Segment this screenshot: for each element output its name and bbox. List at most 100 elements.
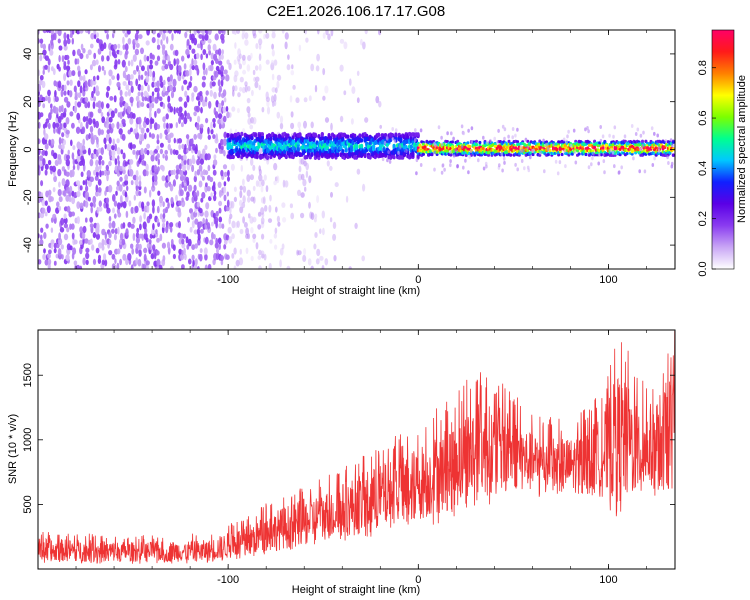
y-tick-label: 1500: [22, 363, 34, 387]
spectrogram-cell: [76, 58, 80, 65]
spectrogram-cell: [290, 212, 295, 220]
spectrogram-cell: [177, 154, 182, 160]
spectrogram-cell: [151, 30, 156, 35]
spectrogram-cell: [156, 258, 161, 267]
spectrogram-cell: [252, 216, 257, 223]
spectrogram-cell: [92, 118, 96, 125]
spectrogram-cell: [124, 161, 128, 167]
spectrogram-cell: [158, 96, 163, 102]
spectrogram-cell: [612, 134, 615, 139]
spectrogram-cell: [84, 101, 89, 109]
spectrogram-cell: [154, 148, 158, 154]
spectrogram-cell: [53, 127, 56, 134]
spectrogram-cell: [119, 89, 123, 97]
spectrogram-cell: [433, 141, 436, 146]
spectrogram-cell: [217, 118, 222, 125]
spectrogram-cell: [650, 126, 654, 131]
spectrogram-cell: [205, 67, 208, 76]
spectrogram-cell: [90, 132, 94, 140]
spectrogram-cell: [88, 133, 91, 140]
spectrogram-cell: [205, 202, 210, 210]
spectrogram-cell: [58, 45, 63, 51]
spectrogram-cell: [514, 133, 517, 138]
spectrogram-cell: [38, 164, 41, 171]
spectrogram-cell: [160, 81, 164, 88]
spectrogram-cell: [65, 54, 70, 61]
spectrogram-cell: [145, 237, 149, 243]
spectrogram-cell: [45, 118, 50, 124]
spectrogram-cell: [111, 123, 115, 129]
spectrogram-cell: [178, 237, 183, 245]
spectrogram-cell: [172, 78, 177, 87]
spectrogram-cell: [270, 95, 275, 103]
spectrogram-cell: [65, 254, 70, 262]
spectrogram-cell: [71, 122, 75, 129]
spectrogram-cell: [207, 164, 211, 172]
spectrogram-cell: [162, 201, 165, 208]
spectrogram-cell: [670, 161, 674, 166]
spectrogram-cell: [223, 181, 227, 187]
spectrogram-cell: [86, 170, 92, 178]
spectrogram-cell: [54, 90, 57, 98]
spectrogram-cell: [188, 258, 192, 265]
spectrogram-cell: [225, 254, 230, 260]
spectrogram-cell: [175, 149, 179, 156]
spectrogram-cell: [263, 253, 267, 261]
spectrogram-cell: [375, 95, 380, 104]
spectrogram-cell: [562, 137, 566, 142]
spectrogram-cell: [252, 141, 256, 147]
spectrogram-cell: [238, 135, 242, 140]
spectrogram-cell: [223, 150, 226, 157]
spectrogram-cell: [603, 170, 606, 175]
spectrogram-cell: [242, 185, 247, 193]
spectrogram-cell: [314, 232, 318, 238]
spectrogram-cell: [326, 160, 330, 167]
spectrogram-cell: [260, 207, 265, 215]
spectrogram-cell: [392, 155, 396, 160]
spectrogram-cell: [199, 158, 204, 165]
spectrogram-cell: [207, 38, 212, 44]
spectrogram-cell: [43, 248, 46, 254]
spectrogram-cell: [322, 68, 326, 76]
spectrogram-cell: [195, 143, 198, 152]
spectrogram-cell: [156, 55, 161, 62]
spectrogram-cell: [358, 133, 362, 138]
spectrogram-cell: [55, 207, 60, 214]
spectrogram-cell: [114, 264, 117, 269]
spectrogram-cell: [90, 206, 93, 214]
spectrogram-cell: [212, 134, 216, 140]
spectrogram-cell: [274, 227, 278, 234]
spectrogram-cell: [101, 55, 105, 62]
spectrogram-cell: [140, 133, 145, 142]
spectrogram-cell: [85, 217, 88, 223]
spectrogram-cell: [130, 180, 134, 186]
spectrogram-cell: [140, 65, 145, 72]
spectrogram-cell: [76, 201, 81, 210]
spectrogram-cell: [117, 155, 120, 161]
spectrogram-cell: [268, 204, 272, 213]
spectrogram-cell: [353, 133, 357, 138]
spectrogram-cell: [208, 101, 212, 109]
spectrogram-cell: [76, 162, 80, 171]
spectrogram-cell: [223, 186, 227, 194]
spectrogram-cell: [57, 237, 63, 246]
y-tick-label: -40: [22, 237, 34, 253]
spectrogram-cell: [145, 75, 150, 83]
spectrogram-cell: [67, 59, 70, 65]
spectrogram-cell: [130, 74, 134, 80]
spectrogram-cell: [258, 30, 263, 34]
spectrogram-cell: [246, 106, 251, 114]
spectrogram-cell: [212, 118, 216, 123]
spectrogram-cell: [53, 247, 57, 254]
snr-x-ticks: -100 0 100: [37, 330, 647, 586]
spectrogram-cell: [169, 148, 173, 155]
spectrogram-cell: [218, 243, 221, 250]
spectrogram-cell: [356, 168, 361, 175]
spectrogram-cell: [164, 50, 168, 57]
spectrogram-cell: [89, 125, 94, 133]
spectrogram-cell: [71, 70, 76, 77]
spectrogram-cell: [217, 113, 223, 120]
spectrogram-cell: [113, 213, 117, 219]
spectrogram-cell: [71, 169, 75, 178]
